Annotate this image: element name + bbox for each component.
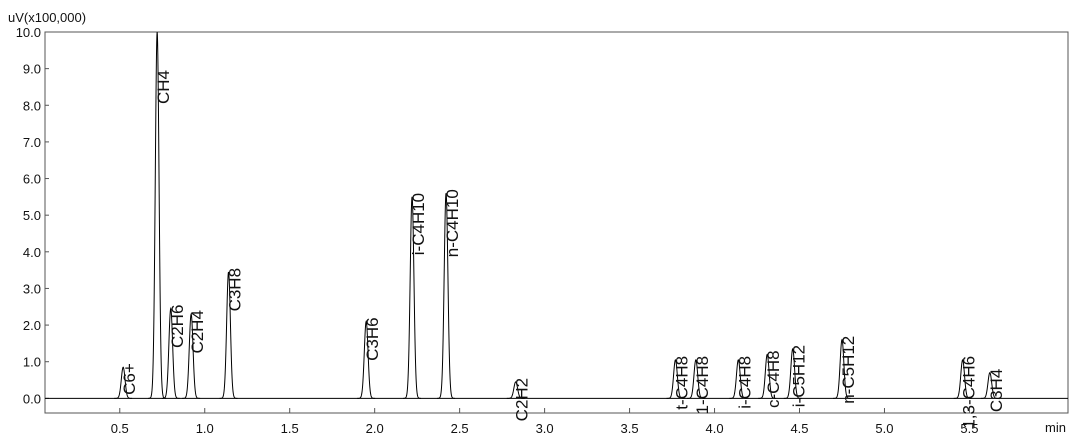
y-tick-label: 1.0 bbox=[23, 355, 41, 370]
peak-label: 1-C4H8 bbox=[693, 356, 712, 415]
peak bbox=[114, 366, 133, 399]
y-tick-label: 10.0 bbox=[16, 25, 41, 40]
peak bbox=[182, 312, 201, 399]
y-tick-label: 6.0 bbox=[23, 172, 41, 187]
x-tick-label: 5.0 bbox=[875, 421, 893, 436]
peak bbox=[219, 271, 238, 399]
peak-label: i-C4H8 bbox=[735, 356, 754, 409]
x-tick-label: 1.0 bbox=[196, 421, 214, 436]
peak-label: t-C4H8 bbox=[672, 356, 691, 410]
peak-label: i-C5H12 bbox=[790, 345, 809, 407]
x-tick-label: 3.0 bbox=[536, 421, 554, 436]
peak-label: C6+ bbox=[120, 363, 139, 395]
y-tick-label: 8.0 bbox=[23, 98, 41, 113]
peak bbox=[506, 381, 525, 399]
y-tick-label: 4.0 bbox=[23, 245, 41, 260]
peak-label: n-C5H12 bbox=[839, 336, 858, 404]
y-tick-label: 9.0 bbox=[23, 62, 41, 77]
peak-label: c-C4H8 bbox=[764, 350, 783, 408]
x-tick-label: 4.0 bbox=[705, 421, 723, 436]
y-tick-label: 0.0 bbox=[23, 391, 41, 406]
x-tick-label: 3.5 bbox=[621, 421, 639, 436]
x-tick-label: 2.5 bbox=[451, 421, 469, 436]
peak-label: C2H4 bbox=[188, 310, 207, 353]
peak-label: C3H6 bbox=[363, 317, 382, 360]
peak bbox=[783, 347, 802, 399]
peak-label: C3H8 bbox=[226, 268, 245, 311]
peak bbox=[666, 359, 685, 399]
peak-label: C2H6 bbox=[168, 305, 187, 348]
peak bbox=[403, 196, 422, 399]
peak bbox=[357, 320, 376, 399]
x-tick-label: 1.5 bbox=[281, 421, 299, 436]
peak bbox=[729, 359, 748, 399]
x-tick-label: 5.5 bbox=[960, 421, 978, 436]
peak-label: C2H2 bbox=[513, 378, 532, 421]
y-tick-label: 3.0 bbox=[23, 281, 41, 296]
peak bbox=[437, 193, 456, 399]
x-axis-label: min bbox=[1045, 420, 1066, 435]
y-tick-label: 2.0 bbox=[23, 318, 41, 333]
x-tick-label: 0.5 bbox=[111, 421, 129, 436]
peak bbox=[953, 359, 972, 399]
peak bbox=[833, 338, 851, 399]
peak bbox=[686, 359, 705, 399]
x-tick-label: 2.0 bbox=[366, 421, 384, 436]
peak bbox=[758, 353, 777, 399]
x-tick-label: 4.5 bbox=[790, 421, 808, 436]
y-tick-label: 5.0 bbox=[23, 208, 41, 223]
peak bbox=[161, 307, 180, 399]
y-axis-label: uV(x100,000) bbox=[8, 10, 86, 25]
peak-label: C3H4 bbox=[987, 369, 1006, 412]
peak-label: n-C4H10 bbox=[443, 189, 462, 257]
y-tick-label: 7.0 bbox=[23, 135, 41, 150]
peak bbox=[148, 32, 167, 399]
peak-label: 1,3-C4H6 bbox=[960, 356, 979, 429]
peak bbox=[980, 372, 999, 399]
peak-label: i-C4H10 bbox=[409, 193, 428, 255]
plot-frame bbox=[44, 31, 1069, 414]
peak-label: CH4 bbox=[154, 70, 173, 104]
plot-area bbox=[45, 32, 1068, 399]
